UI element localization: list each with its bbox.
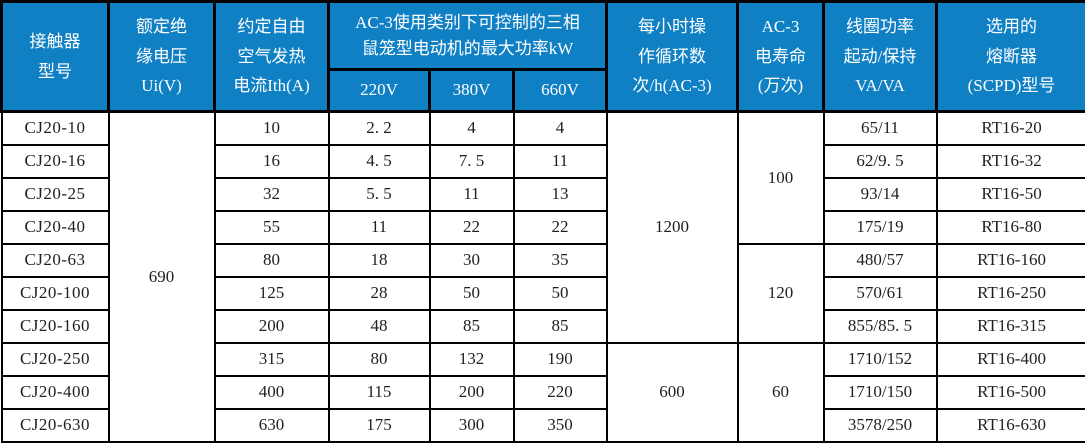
cell-model: CJ20-160 <box>2 310 109 343</box>
cell-model: CJ20-630 <box>2 409 109 442</box>
cell-p660: 85 <box>514 310 607 343</box>
header-cycles-per-hour: 每小时操 作循环数 次/h(AC-3) <box>607 2 738 112</box>
cell-model: CJ20-40 <box>2 211 109 244</box>
cell-model: CJ20-63 <box>2 244 109 277</box>
cell-p220: 115 <box>329 376 430 409</box>
cell-ith: 55 <box>215 211 329 244</box>
cell-coil: 3578/250 <box>824 409 937 442</box>
cell-fuse: RT16-630 <box>937 409 1085 442</box>
cell-ith: 315 <box>215 343 329 376</box>
cell-insulation-voltage: 690 <box>109 112 215 442</box>
table-row: CJ20-10 690 10 2. 2 4 4 1200 100 65/11 R… <box>2 112 1085 145</box>
cell-p660: 11 <box>514 145 607 178</box>
cell-coil: 855/85. 5 <box>824 310 937 343</box>
cell-p380: 132 <box>430 343 514 376</box>
cell-ith: 630 <box>215 409 329 442</box>
header-electrical-life: AC-3 电寿命 (万次) <box>738 2 824 112</box>
cell-p220: 5. 5 <box>329 178 430 211</box>
cell-p220: 48 <box>329 310 430 343</box>
header-fuse: 选用的 熔断器 (SCPD)型号 <box>937 2 1085 112</box>
cell-fuse: RT16-80 <box>937 211 1085 244</box>
cell-life-120: 120 <box>738 244 824 343</box>
cell-p220: 4. 5 <box>329 145 430 178</box>
cell-ith: 80 <box>215 244 329 277</box>
cell-fuse: RT16-400 <box>937 343 1085 376</box>
cell-fuse: RT16-32 <box>937 145 1085 178</box>
cell-p380: 11 <box>430 178 514 211</box>
cell-p660: 13 <box>514 178 607 211</box>
cell-coil: 175/19 <box>824 211 937 244</box>
cell-fuse: RT16-20 <box>937 112 1085 145</box>
cell-p660: 190 <box>514 343 607 376</box>
cell-p380: 200 <box>430 376 514 409</box>
cell-p220: 2. 2 <box>329 112 430 145</box>
cell-p220: 175 <box>329 409 430 442</box>
cell-model: CJ20-400 <box>2 376 109 409</box>
header-coil-power: 线圈功率 起动/保持 VA/VA <box>824 2 937 112</box>
cell-model: CJ20-25 <box>2 178 109 211</box>
cell-fuse: RT16-50 <box>937 178 1085 211</box>
cell-model: CJ20-100 <box>2 277 109 310</box>
cell-p380: 300 <box>430 409 514 442</box>
cell-ith: 16 <box>215 145 329 178</box>
cell-model: CJ20-16 <box>2 145 109 178</box>
cell-ith: 200 <box>215 310 329 343</box>
cell-coil: 1710/150 <box>824 376 937 409</box>
cell-p220: 80 <box>329 343 430 376</box>
cell-ith: 32 <box>215 178 329 211</box>
cell-ith: 400 <box>215 376 329 409</box>
cell-coil: 480/57 <box>824 244 937 277</box>
header-model: 接触器 型号 <box>2 2 109 112</box>
cell-fuse: RT16-500 <box>937 376 1085 409</box>
cell-p380: 50 <box>430 277 514 310</box>
cell-model: CJ20-10 <box>2 112 109 145</box>
cell-life-100: 100 <box>738 112 824 244</box>
cell-fuse: RT16-250 <box>937 277 1085 310</box>
cell-p220: 18 <box>329 244 430 277</box>
header-380v: 380V <box>430 70 514 112</box>
cell-p380: 85 <box>430 310 514 343</box>
cell-p220: 28 <box>329 277 430 310</box>
header-220v: 220V <box>329 70 430 112</box>
cell-p660: 350 <box>514 409 607 442</box>
cell-p660: 35 <box>514 244 607 277</box>
cell-ith: 125 <box>215 277 329 310</box>
cell-model: CJ20-250 <box>2 343 109 376</box>
cell-coil: 93/14 <box>824 178 937 211</box>
header-660v: 660V <box>514 70 607 112</box>
header-thermal-current: 约定自由 空气发热 电流Ith(A) <box>215 2 329 112</box>
cell-p380: 4 <box>430 112 514 145</box>
cell-p380: 22 <box>430 211 514 244</box>
cell-p660: 220 <box>514 376 607 409</box>
cell-coil: 65/11 <box>824 112 937 145</box>
cell-life-60: 60 <box>738 343 824 442</box>
header-ac3-power-group: AC-3使用类别下可控制的三相 鼠笼型电动机的最大功率kW <box>329 2 607 70</box>
header-insulation-voltage: 额定绝 缘电压 Ui(V) <box>109 2 215 112</box>
cell-fuse: RT16-160 <box>937 244 1085 277</box>
cell-p660: 22 <box>514 211 607 244</box>
cell-coil: 570/61 <box>824 277 937 310</box>
cell-coil: 1710/152 <box>824 343 937 376</box>
cell-p380: 30 <box>430 244 514 277</box>
cell-fuse: RT16-315 <box>937 310 1085 343</box>
cell-p220: 11 <box>329 211 430 244</box>
cell-p660: 50 <box>514 277 607 310</box>
cell-p660: 4 <box>514 112 607 145</box>
header-row-main: 接触器 型号 额定绝 缘电压 Ui(V) 约定自由 空气发热 电流Ith(A) … <box>2 2 1085 70</box>
cell-ith: 10 <box>215 112 329 145</box>
cell-cycles-600: 600 <box>607 343 738 442</box>
cell-cycles-1200: 1200 <box>607 112 738 343</box>
cell-coil: 62/9. 5 <box>824 145 937 178</box>
cell-p380: 7. 5 <box>430 145 514 178</box>
